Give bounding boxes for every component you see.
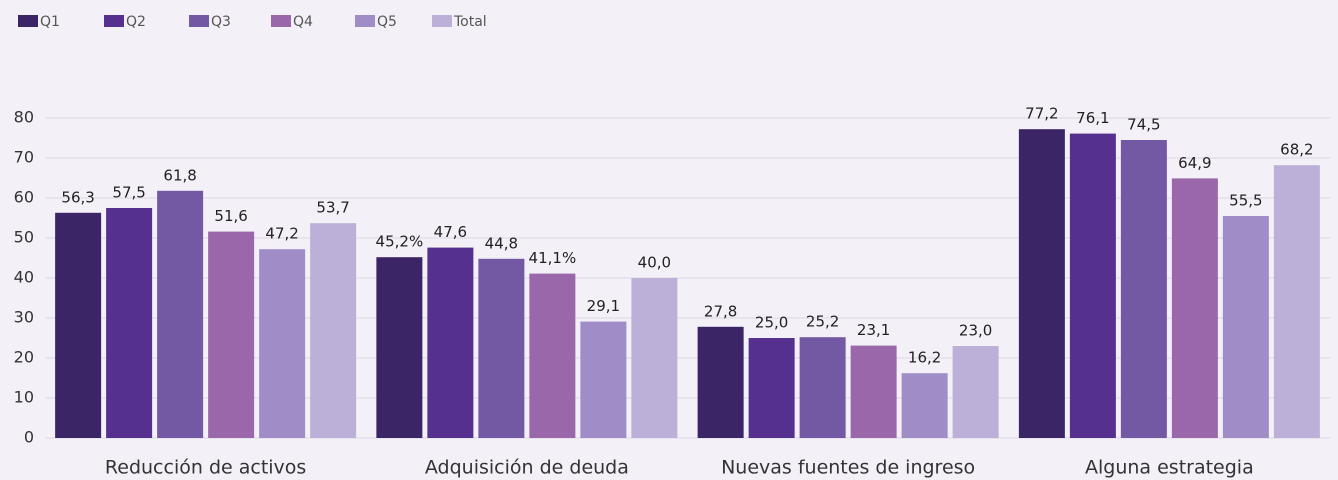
y-tick-label: 70 [14,148,34,167]
y-tick-label: 60 [14,188,34,207]
value-label: 68,2 [1280,141,1313,159]
bar [1171,178,1218,438]
legend-swatch [189,15,209,27]
legend-label: Q1 [40,14,60,30]
bar [799,337,846,438]
bar [427,247,474,438]
legend-swatch [271,15,291,27]
value-label: 45,2% [376,233,424,251]
y-tick-label: 10 [14,388,34,407]
y-tick-label: 80 [14,108,34,127]
y-tick-label: 40 [14,268,34,287]
legend-label: Q5 [377,14,397,30]
value-label: 53,7 [316,199,349,217]
value-label: 74,5 [1127,116,1160,134]
x-tick-label: Adquisición de deuda [425,457,629,479]
legend-swatch [104,15,124,27]
y-tick-label: 0 [24,428,34,447]
bar [1069,133,1116,438]
x-tick-label: Alguna estrategia [1085,457,1254,479]
value-label: 47,6 [434,223,467,241]
value-label: 61,8 [163,166,196,184]
value-label: 55,5 [1229,192,1262,210]
bar [1273,165,1320,438]
x-tick-label: Reducción de activos [105,457,306,479]
bar [259,249,306,438]
bar [748,338,795,438]
value-label: 76,1 [1076,109,1109,127]
bar [55,212,102,438]
y-tick-label: 30 [14,308,34,327]
legend-swatch [18,15,38,27]
bar [376,257,423,438]
value-label: 47,2 [265,225,298,243]
value-label: 57,5 [112,184,145,202]
y-tick-label: 50 [14,228,34,247]
value-label: 51,6 [214,207,247,225]
y-tick-label: 20 [14,348,34,367]
legend-label: Total [453,14,487,30]
bar [310,223,357,438]
value-label: 23,0 [959,322,992,340]
value-label: 40,0 [638,254,671,272]
bar [697,326,744,438]
bar [478,258,525,438]
value-label: 25,0 [755,314,788,332]
bar [850,345,897,438]
legend-label: Q2 [126,14,146,30]
value-label: 16,2 [908,349,941,367]
bar [208,231,255,438]
bar [901,373,948,438]
bar [529,273,576,438]
bar [580,321,627,438]
legend-label: Q3 [211,14,231,30]
value-label: 56,3 [61,188,94,206]
value-label: 25,2 [806,313,839,331]
bar [157,190,204,438]
value-label: 29,1 [587,297,620,315]
bar [1018,129,1065,438]
bar [1222,216,1269,438]
legend-label: Q4 [293,14,313,30]
value-label: 27,8 [704,302,737,320]
value-label: 41,1% [529,249,577,267]
bar [106,208,153,438]
legend-swatch [432,15,452,27]
bar [952,346,999,438]
value-label: 77,2 [1025,105,1058,123]
value-label: 23,1 [857,321,890,339]
bar [631,278,678,438]
value-label: 64,9 [1178,154,1211,172]
bar [1120,140,1167,438]
x-tick-label: Nuevas fuentes de ingreso [721,457,975,479]
value-label: 44,8 [485,234,518,252]
legend-swatch [355,15,375,27]
